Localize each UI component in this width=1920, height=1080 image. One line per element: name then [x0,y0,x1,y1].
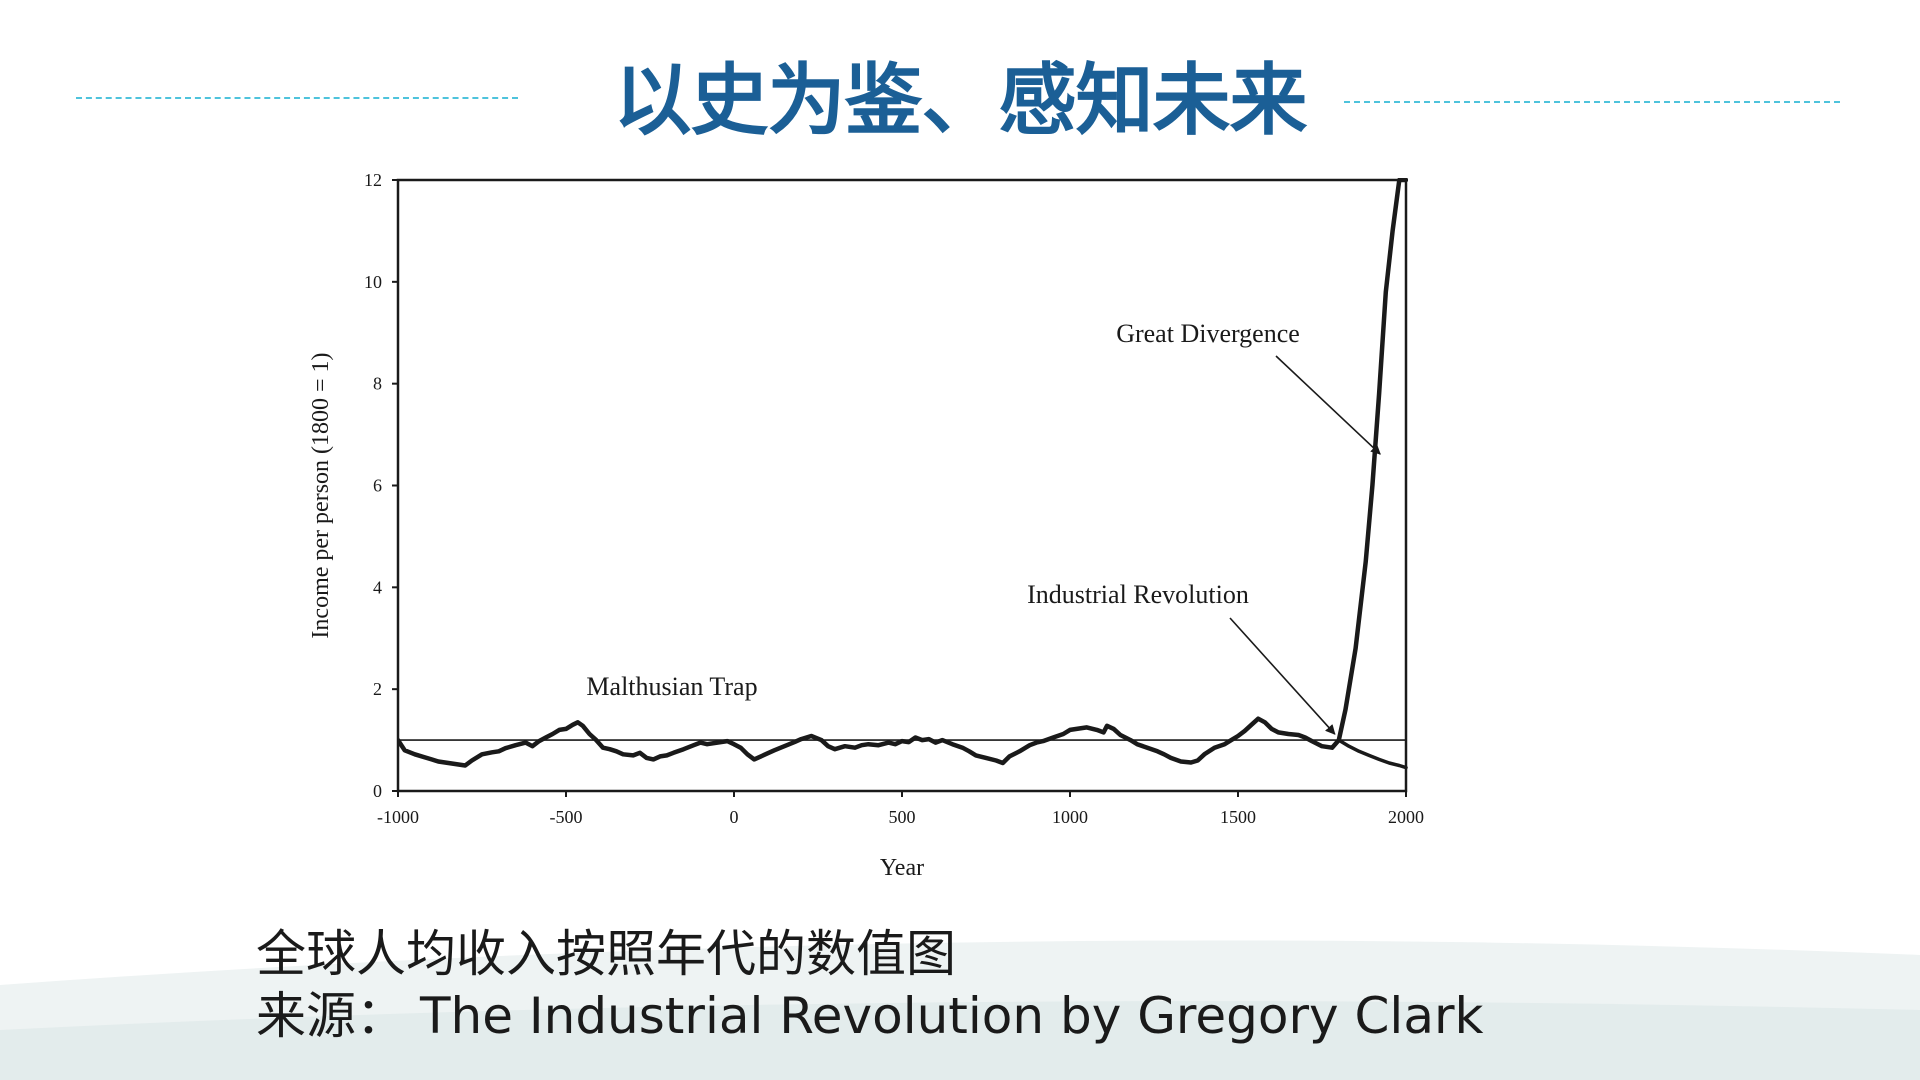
x-tick-label: 500 [889,807,916,827]
annotation-label: Great Divergence [1116,319,1300,348]
x-tick-label: 0 [730,807,739,827]
x-tick-label: 2000 [1388,807,1424,827]
x-tick-label: -1000 [377,807,419,827]
x-axis-label: Year [880,855,924,881]
x-tick-label: 1000 [1052,807,1088,827]
y-axis-label: Income per person (1800 = 1) [308,352,334,638]
y-tick-label: 4 [373,577,382,597]
x-tick-label: 1500 [1220,807,1256,827]
y-tick-label: 0 [373,781,382,801]
plot-frame [396,178,1408,793]
annotation-label: Industrial Revolution [1027,580,1249,609]
source-label: 来源： [256,987,406,1045]
x-tick-label: -500 [550,807,583,827]
income-series-line [398,178,1408,768]
chart-source: 来源： The Industrial Revolution by Gregory … [256,984,1483,1048]
annotation-arrow [1229,617,1336,735]
y-tick-label: 12 [364,170,382,190]
y-tick-label: 6 [373,476,382,496]
annotation-label: Malthusian Trap [586,672,757,701]
annotation-arrow [1275,355,1381,455]
title-dashed-rule-left [76,97,518,99]
y-tick-label: 2 [373,679,382,699]
slide-title: 以史为鉴、感知未来 [613,56,1307,146]
source-text: The Industrial Revolution by Gregory Cla… [420,987,1484,1045]
chart-caption: 全球人均收入按照年代的数值图 [256,925,956,983]
title-dashed-rule-right [1344,101,1840,103]
y-tick-label: 8 [373,374,382,394]
post-1800-declining-line [1337,738,1408,770]
y-tick-label: 10 [364,272,382,292]
